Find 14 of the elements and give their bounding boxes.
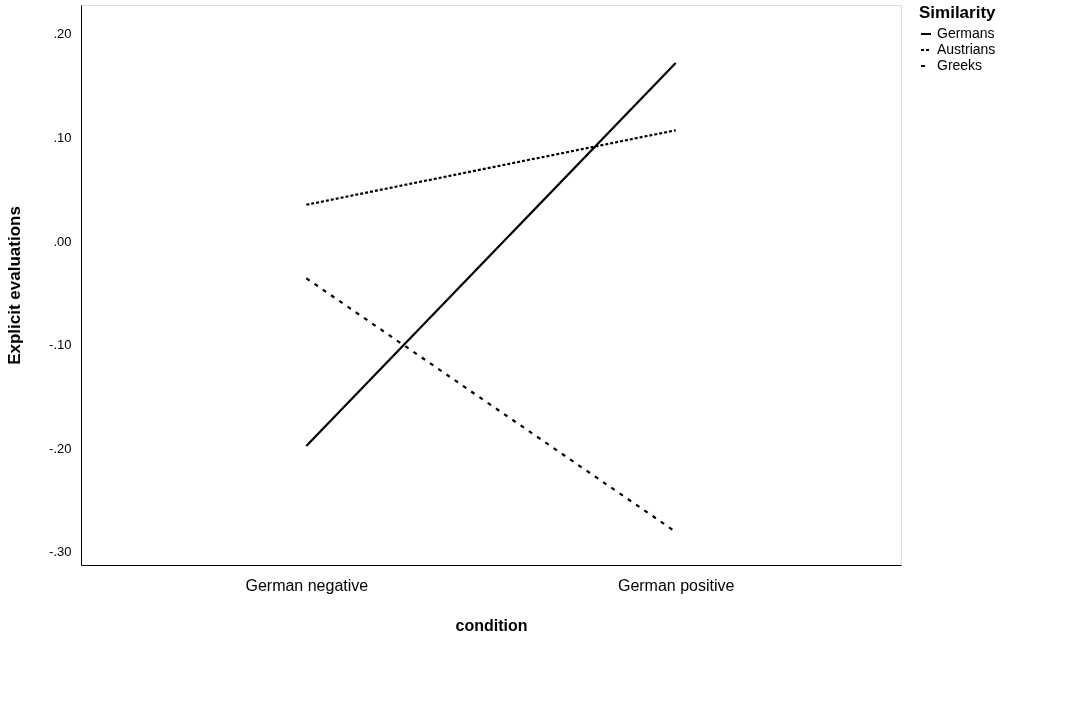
y-tick-label: -.20 [49,440,72,456]
legend-label: Germans [937,25,995,41]
y-tick-label: -.10 [49,337,72,353]
y-tick-label: .00 [53,233,72,249]
x-axis-title: condition [455,616,528,634]
legend-label: Austrians [937,41,996,57]
legend-title: Similarity [919,3,997,22]
x-tick-label: German negative [245,576,369,594]
x-tick-label: German positive [617,576,735,594]
legend-label: Greeks [937,57,983,73]
y-tick-label: .10 [53,130,72,145]
y-tick-label: .20 [53,26,72,42]
y-axis-title: Explicit evaluations [5,206,25,365]
y-tick-label: -.30 [49,544,72,560]
